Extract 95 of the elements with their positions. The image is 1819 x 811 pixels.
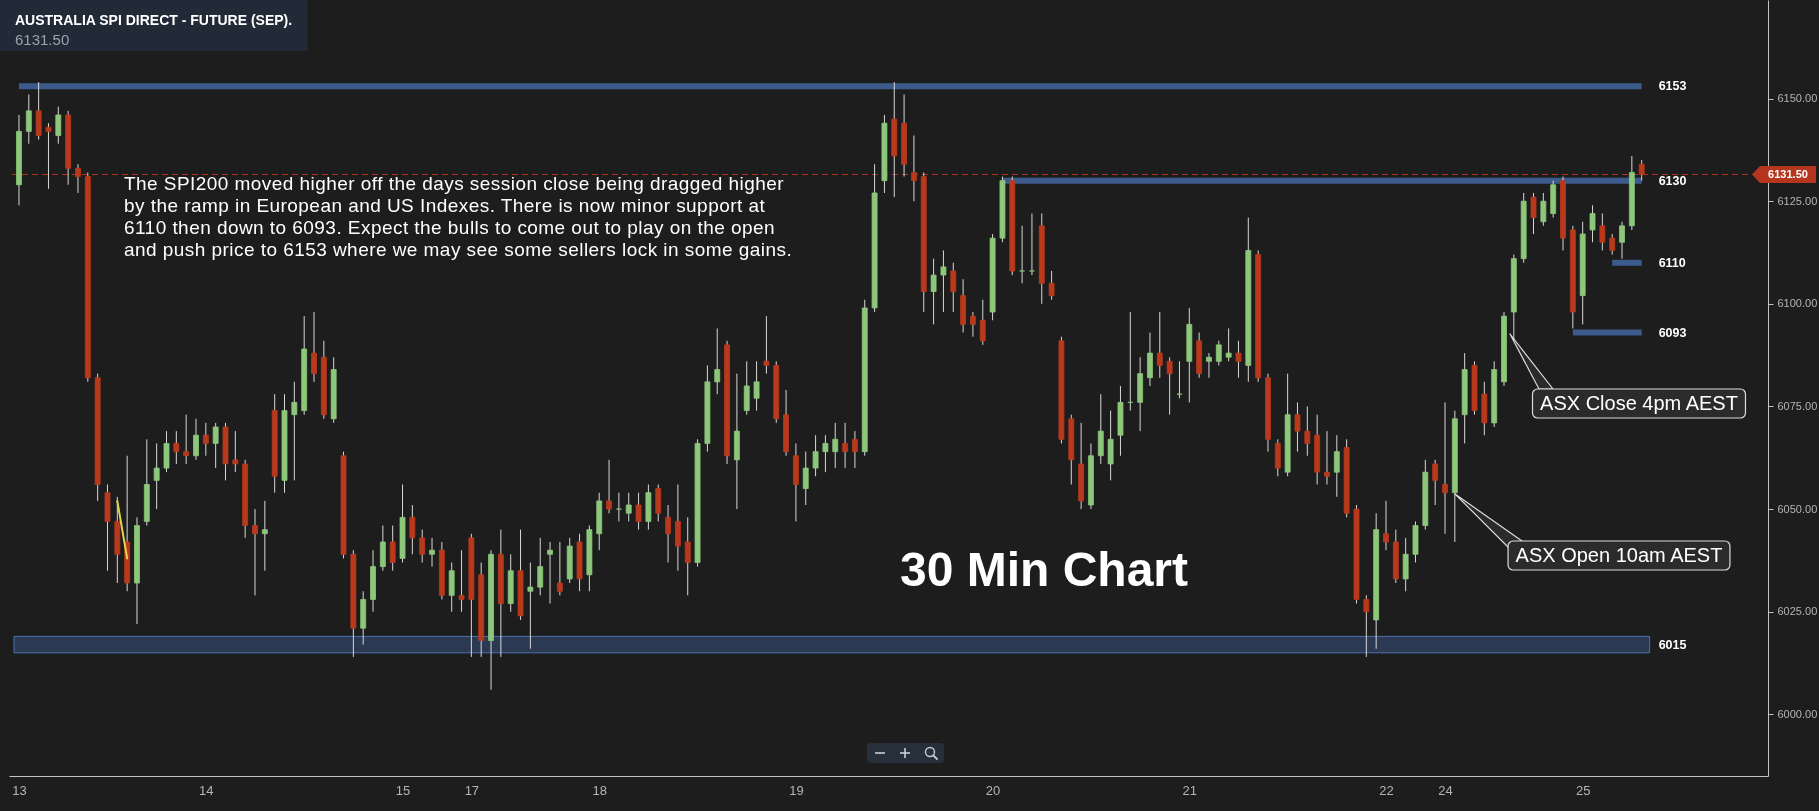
candlestick [1206,352,1212,379]
candlestick [684,516,691,596]
series-label: 6153 [1658,79,1687,94]
text: 6131.50 [15,31,70,48]
candlestick [1363,594,1370,658]
candlestick [1333,434,1340,498]
candlestick [173,430,180,465]
candlestick [615,492,622,522]
candlestick [55,106,62,145]
candlestick [1225,327,1232,362]
candlestick [606,459,612,514]
candlestick [389,525,396,572]
candlestick [1235,340,1242,379]
candlestick [183,414,190,465]
candlestick [1304,405,1311,457]
candlestick [202,422,209,457]
annotation: ASX Open 10am AEST [1515,544,1723,566]
annotation: The SPI200 moved higher off the days session close being dragged higher by the ramp in European and US Indexes. There is now minor support at 6110 then down to 6093. Expect the bulls to come out to play on the open and push price to 6153 where we may see some sellers lock in some gains. [124,173,793,260]
band-label: 6015 [1658,637,1687,652]
candlestick [970,311,976,338]
x-tick-label: 19 [789,782,804,798]
candlestick [714,327,721,395]
candlestick [458,549,465,613]
candlestick [665,504,671,563]
candlestick [1048,270,1055,301]
candlestick [1294,401,1301,453]
x-tick-label: 17 [464,782,480,798]
candlestick [261,500,268,572]
candlestick [1215,340,1222,366]
candlestick [625,492,632,522]
series-label: 6093 [1658,325,1687,340]
y-tick-label: 6150.00 [1777,92,1818,105]
y-tick-label: 6125.00 [1777,194,1818,207]
candlestick [1609,233,1616,256]
y-tick-label: 6025.00 [1777,605,1818,618]
candlestick [291,381,298,481]
candlestick [1589,204,1596,243]
y-tick-label: 6000.00 [1777,707,1818,720]
candlestick [763,315,770,375]
ref-line-label: 6131.50 [1768,168,1808,181]
candlestick [635,492,642,531]
candlestick [802,451,809,506]
candlestick [193,418,199,461]
x-tick-label: 15 [395,782,411,798]
x-tick-label: 25 [1575,782,1591,798]
x-tick-label: 13 [12,782,27,798]
candlestick [1442,401,1448,535]
x-tick-label: 22 [1379,782,1394,798]
candlestick [753,360,760,412]
candlestick [979,299,986,346]
candlestick [232,430,239,473]
text: AUSTRALIA SPI DIRECT - FUTURE (SEP). [15,12,293,28]
annotation: 30 Min Chart [899,543,1189,596]
candlestick [1540,192,1547,227]
candlestick [940,249,947,313]
candlestick [842,422,848,469]
series-label: 6110 [1658,255,1686,270]
candlestick [1019,225,1026,284]
candlestick [1599,213,1606,251]
candlestick [252,508,258,596]
candlestick [537,537,544,596]
candlestick [950,262,957,313]
x-tick-label: 21 [1182,782,1198,798]
series-label: 6130 [1658,173,1687,188]
candlestick [547,541,553,605]
candlestick [1029,213,1035,276]
candlestick [1530,192,1537,235]
y-tick-label: 6050.00 [1777,502,1818,515]
candlestick [212,422,219,469]
candlestick [419,529,426,563]
candlestick [1166,356,1173,416]
x-tick-label: 18 [592,782,607,798]
candlestick [1432,459,1439,506]
candlestick [409,504,416,555]
candlestick [1156,311,1163,379]
x-tick-label: 14 [199,782,214,798]
candlestick [1619,221,1625,260]
candlestick [311,311,317,383]
annotation: ASX Close 4pm AEST [1540,392,1738,414]
candlestick [832,422,839,469]
candlestick [527,562,534,650]
y-tick-label: 6075.00 [1777,399,1818,412]
candlestick [1383,500,1389,551]
candlestick [852,430,858,469]
y-tick-label: 6100.00 [1777,297,1818,310]
candlestick [812,434,819,477]
candlestick [153,442,160,510]
candlestick [429,537,435,568]
x-tick-label: 24 [1438,782,1453,798]
candlestick [822,434,829,473]
candlestick [1324,430,1330,485]
candlestick [25,93,32,145]
x-tick-label: 20 [985,782,1001,798]
candlestick [556,541,563,596]
candlestick [930,258,937,325]
